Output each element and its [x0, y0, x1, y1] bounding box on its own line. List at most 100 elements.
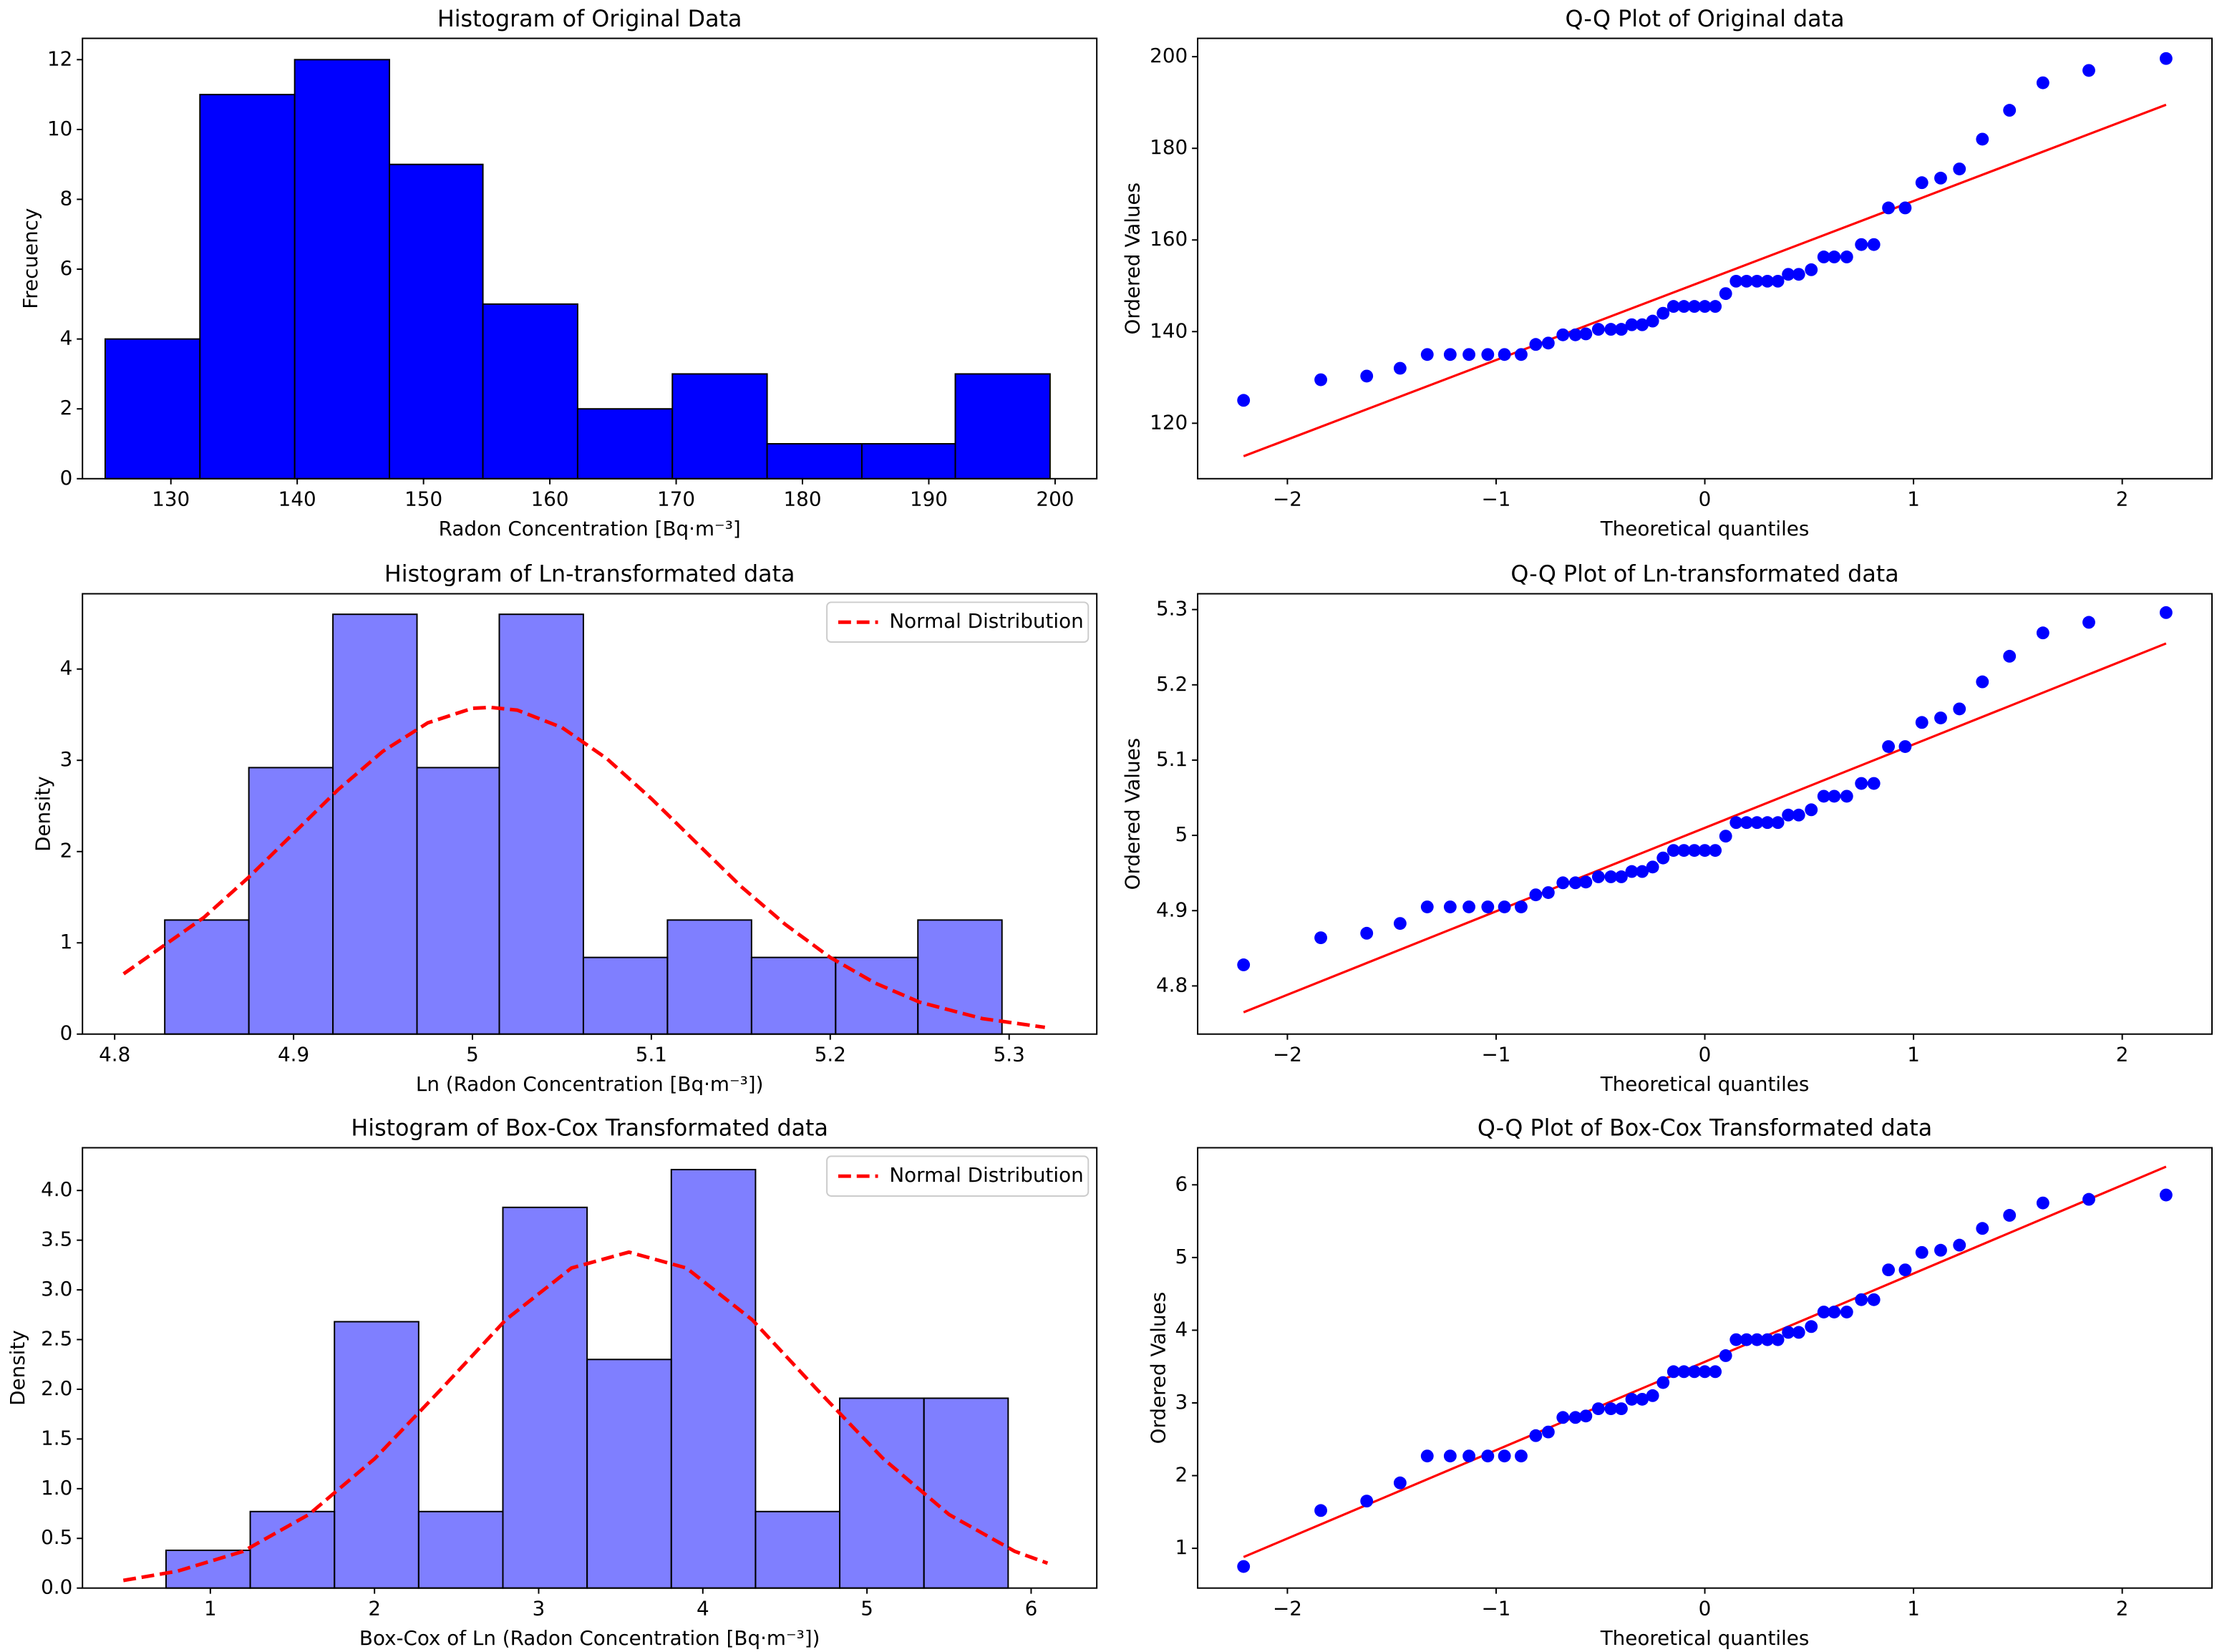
point: [1237, 394, 1251, 407]
fit-line: [1243, 1165, 2167, 1558]
bar: [923, 1397, 1009, 1589]
bar: [293, 59, 390, 480]
point: [1625, 1392, 1639, 1406]
point: [2036, 626, 2049, 640]
fit-line: [1243, 103, 2167, 457]
y-tick-label: 3.0: [41, 1277, 72, 1301]
y-axis-label: Ordered Values: [1121, 738, 1145, 890]
point: [1568, 328, 1582, 341]
point: [1740, 816, 1753, 830]
point: [1568, 1411, 1582, 1424]
y-tick-label: 2: [60, 839, 73, 863]
y-tick-label: 0: [60, 1021, 73, 1045]
point: [1541, 886, 1555, 899]
x-tick-label: 5: [466, 1043, 479, 1066]
point: [1591, 870, 1605, 883]
density-curve: [122, 705, 1046, 1029]
point: [2003, 1209, 2017, 1222]
point: [1953, 1238, 1966, 1252]
point: [1976, 675, 1989, 689]
x-tick-label: −1: [1482, 1596, 1511, 1620]
point: [1529, 338, 1543, 351]
x-tick-label: 4.8: [99, 1043, 130, 1066]
point: [1953, 162, 1966, 175]
point: [1840, 1306, 1853, 1318]
y-tick-label: 5.1: [1156, 747, 1188, 771]
x-tick-label: 2: [368, 1596, 381, 1620]
point: [1591, 1402, 1605, 1416]
x-tick-label: 140: [278, 487, 316, 511]
point: [1817, 1306, 1830, 1318]
point: [1604, 870, 1618, 883]
point: [1840, 251, 1853, 263]
bar: [498, 613, 584, 1035]
y-tick-label: 0.5: [41, 1525, 72, 1549]
point: [1898, 740, 1912, 753]
x-tick-label: 1: [1907, 487, 1920, 511]
point: [1792, 808, 1805, 822]
x-tick-label: 3: [533, 1596, 545, 1620]
point: [1393, 361, 1407, 375]
bar: [586, 1359, 672, 1589]
point: [1729, 816, 1743, 830]
point: [1604, 1402, 1618, 1416]
point: [1771, 1333, 1785, 1346]
point: [1719, 1349, 1732, 1362]
point: [1792, 268, 1805, 281]
point: [1867, 238, 1881, 251]
x-tick-label: 1: [204, 1596, 217, 1620]
axes-frame: [82, 1147, 1098, 1589]
point: [1556, 328, 1570, 341]
point: [1976, 132, 1989, 146]
point: [2036, 76, 2049, 89]
point: [1677, 844, 1691, 857]
point: [1709, 1365, 1722, 1379]
y-tick-label: 6: [1175, 1172, 1188, 1195]
x-tick-label: 5.3: [994, 1043, 1025, 1066]
bar: [671, 373, 768, 480]
point: [1771, 274, 1785, 288]
x-tick-label: 160: [531, 487, 569, 511]
point: [2003, 649, 2017, 663]
y-tick-label: 5: [1175, 1245, 1188, 1268]
point: [1666, 844, 1680, 857]
point: [1740, 274, 1753, 288]
y-tick-label: 4: [60, 656, 73, 680]
axes-title: Histogram of Box-Cox Transformated data: [351, 1116, 828, 1142]
point: [1656, 306, 1670, 320]
bar: [755, 1510, 841, 1589]
y-tick-label: 140: [1150, 319, 1188, 342]
point: [1761, 816, 1774, 830]
bar: [199, 94, 296, 480]
point: [1740, 1333, 1753, 1346]
y-tick-label: 0.0: [41, 1575, 72, 1599]
axes-title: Q-Q Plot of Ln-transformated data: [1510, 562, 1898, 588]
point: [1462, 900, 1476, 913]
point: [2082, 616, 2095, 629]
point: [2159, 606, 2173, 619]
point: [1782, 1326, 1795, 1339]
point: [1625, 865, 1639, 878]
point: [1855, 777, 1868, 790]
point: [1761, 274, 1774, 288]
bar: [582, 956, 669, 1035]
point: [1817, 789, 1830, 803]
x-tick-label: −1: [1482, 1043, 1511, 1066]
point: [1529, 1429, 1543, 1442]
point: [1828, 789, 1841, 803]
point: [1646, 314, 1659, 328]
point: [1761, 1333, 1774, 1346]
axes-title: Q-Q Plot of Box-Cox Transformated data: [1478, 1116, 1932, 1142]
point: [1614, 323, 1628, 336]
x-tick-label: 180: [784, 487, 822, 511]
y-tick-label: 3.5: [41, 1228, 72, 1251]
bar: [417, 1510, 504, 1589]
point: [1360, 1495, 1374, 1508]
point: [1709, 300, 1722, 314]
point: [1443, 348, 1457, 361]
y-tick-label: 120: [1150, 410, 1188, 434]
axes-title: Q-Q Plot of Original data: [1565, 6, 1844, 32]
point: [1817, 251, 1830, 263]
